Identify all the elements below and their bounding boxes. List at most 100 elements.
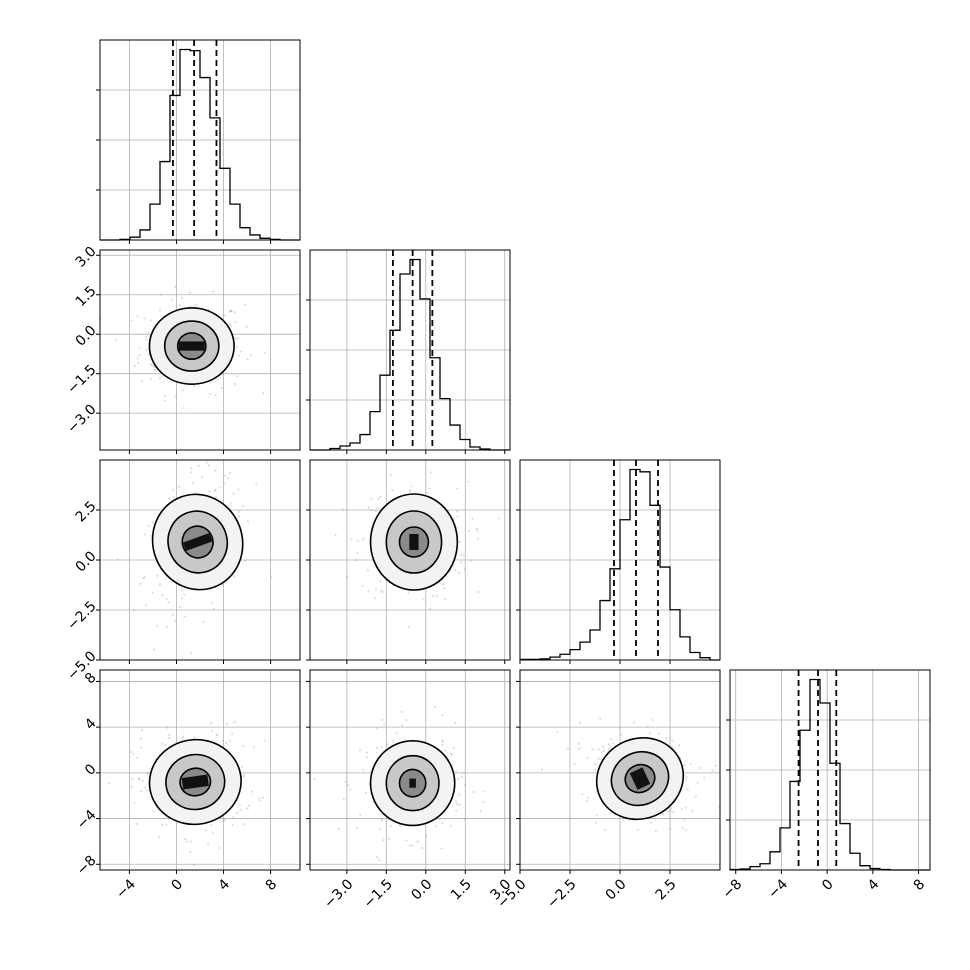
scatter-point <box>573 762 576 765</box>
scatter-point <box>213 489 217 493</box>
scatter-point <box>143 575 146 578</box>
scatter-point <box>249 354 252 357</box>
scatter-point <box>231 732 234 735</box>
scatter-point <box>428 487 431 490</box>
scatter-point <box>400 710 404 714</box>
scatter-point <box>161 594 164 597</box>
scatter-point <box>180 587 183 590</box>
scatter-point <box>227 477 230 480</box>
scatter-point <box>356 551 359 554</box>
x-tick-label: −2.5 <box>544 876 579 911</box>
scatter-point <box>449 752 452 755</box>
scatter-point <box>178 304 181 307</box>
scatter-point <box>151 591 154 594</box>
scatter-point <box>458 541 461 544</box>
y-tick-label: 8 <box>82 670 100 688</box>
hist-panel-0 <box>96 39 301 241</box>
scatter-point <box>444 598 447 601</box>
scatter-point <box>270 576 273 579</box>
scatter-point <box>337 827 340 830</box>
scatter-point <box>193 864 196 867</box>
scatter-point <box>191 482 194 485</box>
scatter-point <box>607 743 610 746</box>
scatter-point <box>411 844 414 847</box>
scatter-point <box>209 392 212 395</box>
scatter-point <box>365 751 368 754</box>
density-core <box>409 534 419 550</box>
scatter-point <box>657 732 660 735</box>
panel-frame <box>309 249 511 451</box>
scatter-point <box>463 568 466 571</box>
scatter-point <box>370 509 373 512</box>
scatter-point <box>238 515 241 518</box>
scatter-point <box>586 796 589 799</box>
scatter-point <box>142 577 145 580</box>
contour-2 <box>624 763 656 794</box>
scatter-point <box>349 788 352 791</box>
scatter-point <box>680 807 683 810</box>
scatter-point <box>356 539 359 542</box>
scatter-point <box>594 768 597 772</box>
scatter-point <box>129 750 133 754</box>
scatter-point <box>362 768 365 771</box>
scatter-point <box>204 828 207 832</box>
scatter-point <box>221 739 224 743</box>
scatter-point <box>389 474 392 477</box>
x-tick-label: 1.5 <box>448 876 475 903</box>
scatter-point <box>410 485 413 488</box>
scatter-point <box>497 517 500 520</box>
scatter-point <box>263 351 266 354</box>
scatter-point <box>609 812 612 815</box>
scatter-point <box>609 745 612 748</box>
scatter-point <box>601 745 605 748</box>
scatter-point <box>108 782 111 785</box>
scatter-point <box>597 757 600 760</box>
scatter-point <box>242 745 245 748</box>
contour-0 <box>151 493 244 591</box>
scatter-point <box>132 752 135 755</box>
scatter-point <box>579 721 582 724</box>
scatter-point <box>698 766 701 770</box>
panel-frame <box>99 249 301 451</box>
scatter-point <box>263 739 266 742</box>
pair-panel-0-3 <box>99 669 301 871</box>
scatter-point <box>398 824 401 827</box>
scatter-point <box>150 319 153 322</box>
scatter-point <box>146 772 149 775</box>
scatter-point <box>456 515 459 518</box>
scatter-point <box>374 588 377 591</box>
scatter-point <box>458 793 461 796</box>
scatter-point <box>114 339 117 342</box>
scatter-point <box>216 733 219 736</box>
scatter-point <box>237 488 240 491</box>
y-tick-label: 1.5 <box>73 283 100 310</box>
scatter-point <box>383 723 386 726</box>
scatter-point <box>139 746 143 749</box>
y-tick-label: −8 <box>74 853 100 879</box>
scatter-point <box>167 601 170 604</box>
scatter-point <box>242 823 246 826</box>
scatter-point <box>405 839 408 842</box>
scatter-point <box>375 856 379 859</box>
scatter-point <box>379 580 382 583</box>
scatter-point <box>441 739 444 742</box>
scatter-point <box>683 764 686 767</box>
scatter-point <box>391 740 394 743</box>
scatter-point <box>432 594 435 597</box>
scatter-point <box>441 714 444 717</box>
scatter-point <box>253 746 256 749</box>
scatter-point <box>181 738 184 741</box>
scatter-point <box>137 361 140 364</box>
scatter-point <box>212 607 215 610</box>
scatter-point <box>607 747 610 750</box>
scatter-point <box>156 574 159 577</box>
scatter-point <box>386 743 389 746</box>
density-core <box>182 532 213 552</box>
panel-frame <box>99 669 301 871</box>
scatter-point <box>138 346 141 349</box>
scatter-point <box>397 661 399 663</box>
panel-frame <box>99 39 301 241</box>
scatter-point <box>586 756 589 759</box>
scatter-point <box>455 809 458 812</box>
